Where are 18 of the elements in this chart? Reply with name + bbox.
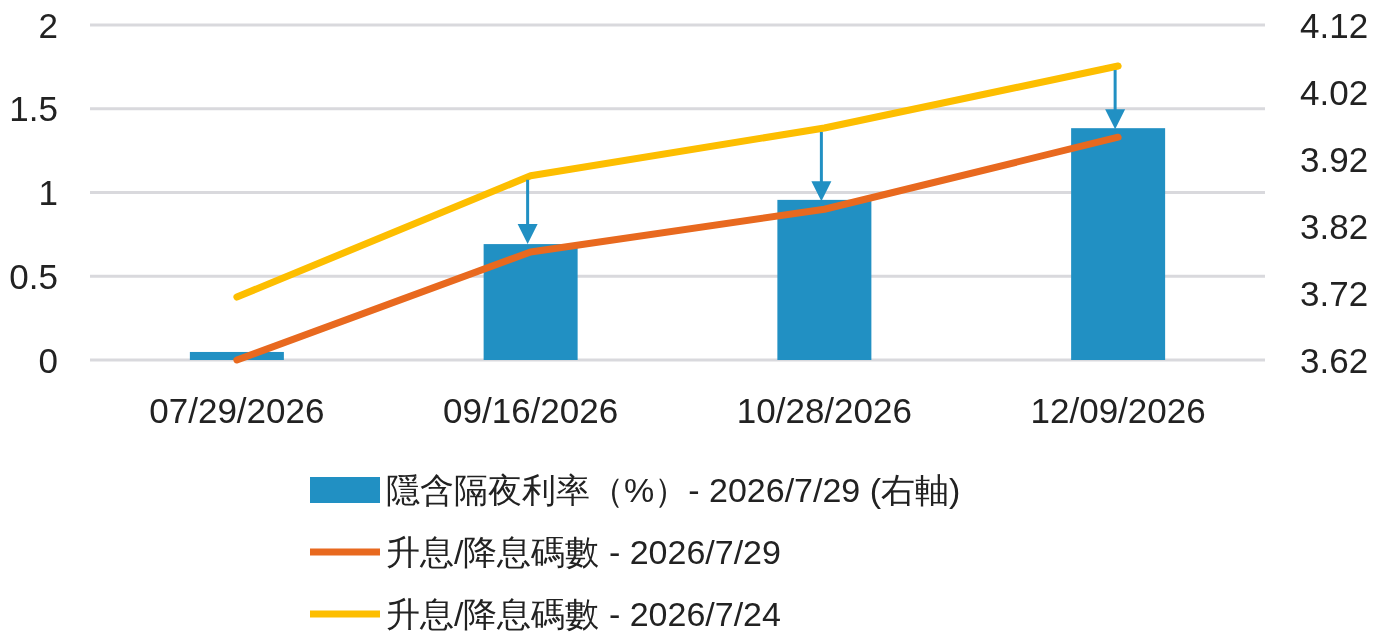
y-tick-label: 0.5 [9, 256, 58, 296]
legend-label: 升息/降息碼數 - 2026/7/24 [386, 595, 781, 633]
y2-tick-label: 3.72 [1300, 273, 1369, 313]
y2-tick-label: 4.12 [1300, 5, 1369, 45]
y2-tick-label: 3.92 [1300, 139, 1369, 179]
y-tick-label: 2 [38, 5, 58, 45]
y2-tick-label: 3.62 [1300, 340, 1369, 380]
x-tick-label: 09/16/2026 [443, 390, 619, 430]
y2-tick-label: 4.02 [1300, 72, 1369, 112]
legend-label: 隱含隔夜利率（%）- 2026/7/29 (右軸) [386, 471, 961, 509]
legend-label: 升息/降息碼數 - 2026/7/29 [386, 533, 781, 571]
y-tick-label: 1.5 [9, 89, 58, 129]
x-tick-label: 12/09/2026 [1030, 390, 1206, 430]
y-tick-label: 1 [38, 173, 58, 212]
y-tick-label: 0 [38, 340, 58, 380]
y2-tick-label: 3.82 [1300, 206, 1369, 246]
x-tick-label: 10/28/2026 [736, 390, 912, 430]
x-tick-label: 07/29/2026 [149, 390, 325, 430]
